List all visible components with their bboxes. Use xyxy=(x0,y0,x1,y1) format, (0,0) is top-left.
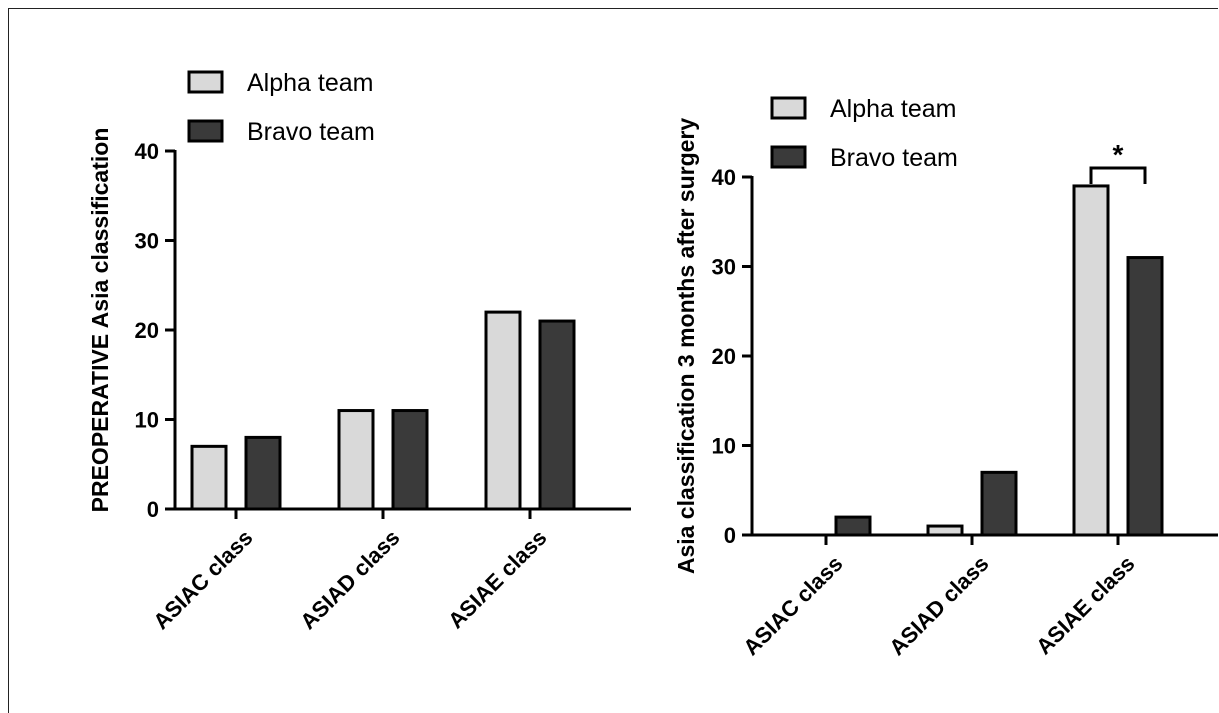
y-tick-label: 0 xyxy=(724,523,736,548)
legend-swatch-alpha xyxy=(770,96,807,120)
x-category-label: ASIAE class xyxy=(1031,551,1139,659)
figure-frame xyxy=(8,8,1218,713)
y-tick-label: 10 xyxy=(712,434,736,459)
chart-panel-3-months: 0 10 20 30 40 Asia classification 3 months af… xyxy=(673,95,1218,660)
chart-panel-preoperative: 0 10 20 30 40 PREOPERATIVE Asia classificatio… xyxy=(87,69,631,634)
legend-label: Alpha team xyxy=(247,69,373,97)
x-category-label: ASIAC class xyxy=(148,525,257,634)
bar-alpha-team xyxy=(926,524,964,537)
y-tick-label: 10 xyxy=(135,408,159,433)
bar-bravo-team xyxy=(834,515,872,537)
bar-bravo-team xyxy=(980,470,1018,537)
bar-alpha-team xyxy=(337,409,375,511)
bar-bravo-team xyxy=(1126,256,1164,537)
y-axis-title: PREOPERATIVE Asia classification xyxy=(87,128,113,513)
x-category-label: ASIAD class xyxy=(884,551,993,660)
significance-marker: * xyxy=(1113,139,1124,170)
y-tick-label: 20 xyxy=(712,344,736,369)
legend-swatch-bravo xyxy=(770,145,807,169)
y-axis-title: Asia classification 3 months after surge… xyxy=(673,118,699,575)
y-tick-label: 0 xyxy=(147,497,159,522)
y-tick-label: 20 xyxy=(135,318,159,343)
legend-label: Alpha team xyxy=(830,95,956,123)
legend-swatch-bravo xyxy=(187,119,224,143)
x-category-label: ASIAC class xyxy=(738,551,847,660)
legend-swatch-alpha xyxy=(187,70,224,94)
x-category-label: ASIAE class xyxy=(443,525,551,633)
y-tick-label: 30 xyxy=(712,255,736,280)
legend-label: Bravo team xyxy=(247,118,375,146)
bar-bravo-team xyxy=(244,435,282,511)
y-tick-label: 30 xyxy=(135,229,159,254)
bar-bravo-team xyxy=(391,409,429,511)
bar-bravo-team xyxy=(538,319,576,511)
bar-alpha-team xyxy=(484,310,522,511)
significance-bracket xyxy=(1089,166,1147,184)
bar-alpha-team xyxy=(1072,184,1110,537)
y-tick-label: 40 xyxy=(712,165,736,190)
bar-alpha-team xyxy=(190,444,228,511)
legend-label: Bravo team xyxy=(830,144,958,172)
x-category-label: ASIAD class xyxy=(295,525,404,634)
y-tick-label: 40 xyxy=(135,139,159,164)
